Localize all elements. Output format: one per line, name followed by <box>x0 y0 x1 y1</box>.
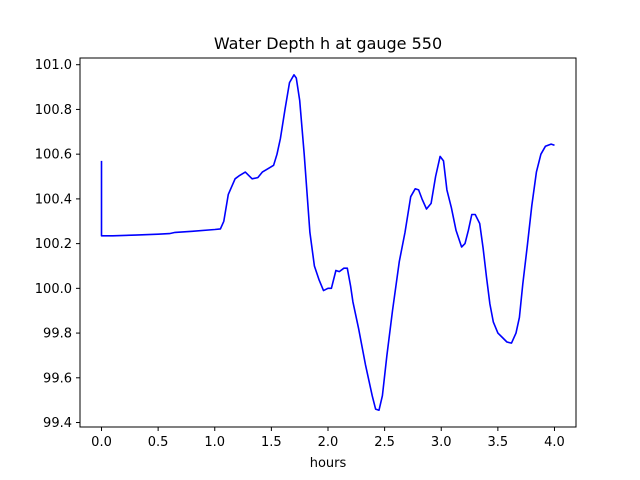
x-tick-label: 2.5 <box>374 435 395 450</box>
x-tick-label: 0.5 <box>148 435 169 450</box>
x-tick-label: 1.5 <box>261 435 282 450</box>
x-tick-label: 3.5 <box>488 435 509 450</box>
axes-frame <box>79 57 577 428</box>
y-tick-label: 100.6 <box>35 148 72 163</box>
y-tick-label: 100.0 <box>35 282 72 297</box>
x-tick-label: 3.0 <box>431 435 452 450</box>
x-tick-label: 1.0 <box>204 435 225 450</box>
y-tick-label: 100.4 <box>35 192 72 207</box>
y-tick-label: 100.2 <box>35 237 72 252</box>
plot-layer <box>100 74 555 412</box>
y-tick-label: 101.0 <box>35 58 72 73</box>
series-line-0 <box>100 74 555 412</box>
x-tick-label: 4.0 <box>544 435 565 450</box>
y-tick-label: 100.8 <box>35 103 72 118</box>
chart-title: Water Depth h at gauge 550 <box>214 34 442 53</box>
ticks-layer: 0.0 0.5 1.0 1.5 2.0 2.5 3.0 3.5 4.0 99.4 99.6 99.8 1… <box>35 58 565 450</box>
y-tick-label: 99.4 <box>43 416 72 431</box>
y-tick-label: 99.8 <box>43 327 72 342</box>
x-axis-label: hours <box>310 456 347 471</box>
x-tick-label: 2.0 <box>318 435 339 450</box>
x-tick-label: 0.0 <box>91 435 112 450</box>
y-tick-label: 99.6 <box>43 371 72 386</box>
